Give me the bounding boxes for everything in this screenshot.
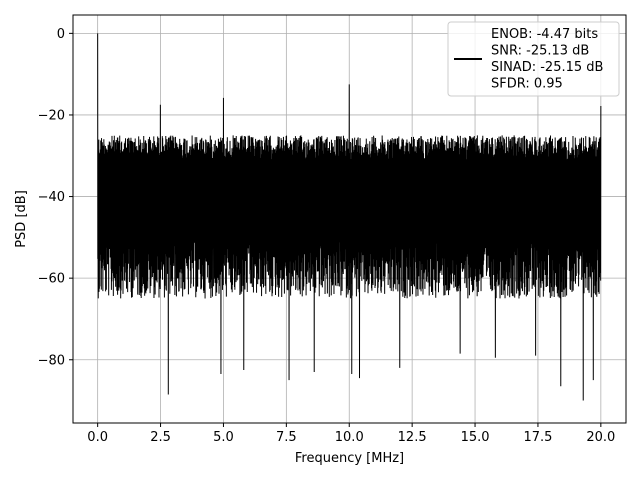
y-tick-label-2: −40 (38, 190, 65, 205)
x-tick-label-2: 5.0 (213, 430, 234, 445)
y-tick-label-4: −80 (38, 353, 65, 368)
legend-sfdr: SFDR: 0.95 (491, 77, 563, 92)
y-tick-label-0: 0 (57, 27, 65, 42)
y-tick-label-1: −20 (38, 108, 65, 123)
legend: ENOB: -4.47 bits SNR: -25.13 dB SINAD: -… (447, 21, 620, 97)
x-tick-label-5: 12.5 (398, 430, 427, 445)
x-tick-label-0: 0.0 (87, 430, 108, 445)
x-tick-label-1: 2.5 (150, 430, 171, 445)
plot-area (97, 33, 602, 401)
legend-snr: SNR: -25.13 dB (491, 44, 589, 59)
legend-sinad: SINAD: -25.15 dB (491, 60, 603, 75)
y-tick-label-3: −60 (38, 272, 65, 287)
psd-series-line (97, 33, 602, 401)
legend-box (447, 21, 620, 97)
y-axis-label: PSD [dB] (14, 190, 29, 248)
legend-enob: ENOB: -4.47 bits (491, 27, 598, 42)
x-tick-label-7: 17.5 (523, 430, 552, 445)
x-axis-ticks: 0.0 2.5 5.0 7.5 10.0 12.5 15.0 17.5 20.0 (87, 423, 615, 445)
x-tick-label-3: 7.5 (276, 430, 297, 445)
x-axis-label: Frequency [MHz] (295, 451, 404, 466)
x-tick-label-8: 20.0 (586, 430, 615, 445)
x-tick-label-4: 10.0 (335, 430, 364, 445)
x-tick-label-6: 15.0 (461, 430, 490, 445)
y-axis-ticks: 0 −20 −40 −60 −80 (38, 27, 73, 368)
